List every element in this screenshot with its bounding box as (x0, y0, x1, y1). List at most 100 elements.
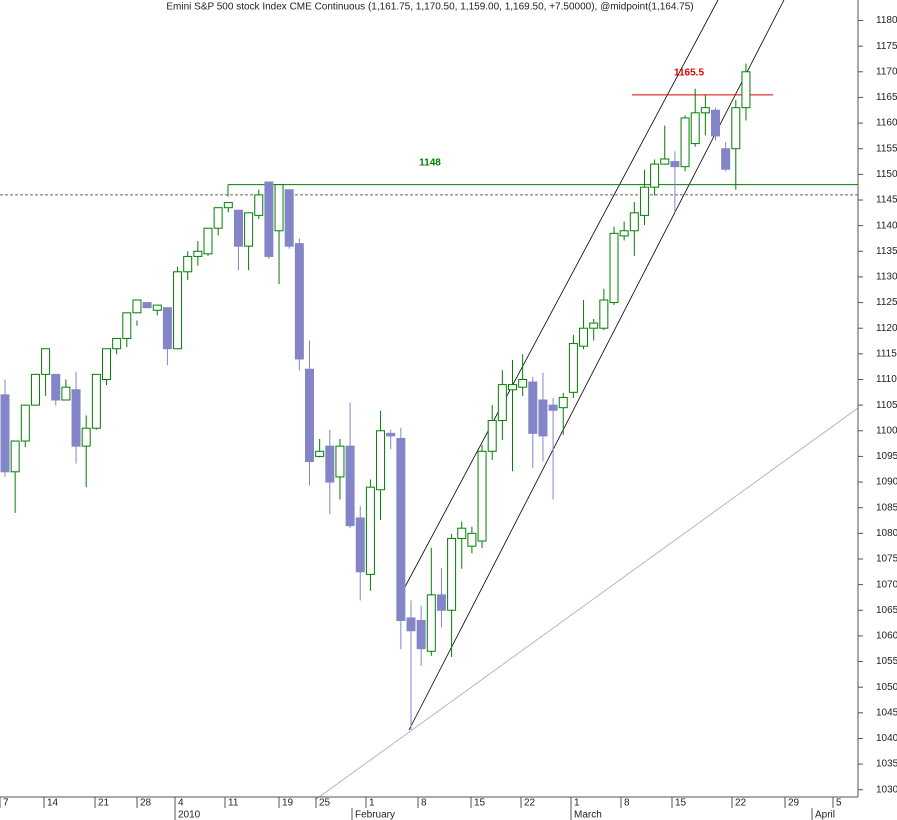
candle-body (0, 394, 10, 473)
candle-body (528, 381, 538, 434)
candle-body (244, 212, 254, 247)
channel-line (397, 0, 719, 601)
y-tick-label: 1110 (876, 374, 897, 385)
y-tick-label: 1065 (876, 605, 897, 616)
candle-body (173, 271, 183, 350)
candle-body (102, 348, 111, 380)
candle-body (447, 537, 457, 611)
candle-body (599, 299, 609, 329)
candle-body (386, 432, 396, 437)
candle-body (467, 532, 477, 547)
y-tick-label: 1160 (876, 118, 897, 129)
x-tick-label: 5 (836, 798, 842, 809)
candle-body (122, 312, 132, 339)
candle-body (741, 71, 751, 109)
x-tick-label: 29 (788, 798, 800, 809)
y-tick-label: 1150 (876, 169, 897, 180)
candle-body (274, 184, 284, 232)
trend-line (314, 407, 859, 801)
y-tick-label: 1175 (876, 41, 897, 52)
candle-body (20, 404, 30, 442)
candle-body (305, 368, 314, 463)
candle-body (518, 378, 528, 388)
level-label: 1165.5 (674, 68, 704, 79)
candle-body (376, 430, 386, 491)
x-tick-label: 8 (624, 798, 630, 809)
candle-body (558, 396, 568, 409)
y-tick-label: 1155 (876, 143, 897, 154)
y-tick-label: 1085 (876, 502, 897, 513)
candle-body (457, 527, 467, 539)
candle-body (223, 202, 233, 209)
candle-body (700, 107, 710, 114)
candle-body (396, 437, 406, 622)
candle-body (132, 299, 142, 314)
y-tick-label: 1035 (876, 759, 897, 770)
candle-body (589, 322, 599, 329)
month-label: April (815, 810, 835, 820)
candle-body (335, 445, 345, 478)
y-tick-label: 1145 (876, 195, 897, 206)
candle-body (30, 373, 40, 406)
candle-body (203, 227, 213, 255)
y-tick-label: 1125 (876, 297, 897, 308)
y-tick-label: 1030 (876, 784, 897, 795)
y-tick-label: 1050 (876, 682, 897, 693)
month-label: 2010 (178, 810, 201, 820)
candle-body (406, 617, 416, 632)
month-label: March (574, 810, 602, 820)
candle-body (416, 620, 426, 650)
y-tick-label: 1130 (876, 272, 897, 283)
candle-body (51, 373, 61, 401)
candle-body (629, 212, 639, 232)
candle-body (538, 399, 548, 437)
y-tick-label: 1070 (876, 579, 897, 590)
candle-body (193, 250, 203, 257)
candle-body (639, 186, 649, 216)
x-tick-label: 25 (319, 798, 331, 809)
candle-body (660, 158, 670, 165)
x-tick-label: 11 (228, 798, 239, 809)
candle-body (568, 343, 578, 393)
candle-body (508, 384, 517, 391)
candle-body (426, 594, 436, 652)
candle-body (81, 427, 91, 447)
candle-body (731, 107, 741, 150)
candle-body (711, 109, 720, 137)
x-tick-label: 7 (3, 798, 9, 809)
candle-body (650, 163, 660, 188)
candle-body (609, 232, 619, 304)
x-tick-label: 19 (282, 798, 294, 809)
y-tick-label: 1135 (876, 246, 897, 257)
y-tick-label: 1040 (876, 733, 897, 744)
candle-body (61, 386, 71, 401)
candle-body (721, 148, 731, 170)
y-tick-label: 1075 (876, 554, 897, 565)
channel-line (408, 0, 785, 731)
candle-body (365, 486, 375, 575)
candle-body (315, 450, 325, 457)
y-tick-label: 1080 (876, 528, 897, 539)
candle-body (152, 304, 162, 311)
y-tick-label: 1165 (876, 92, 897, 103)
y-tick-label: 1115 (876, 348, 897, 359)
candle-body (670, 161, 680, 168)
y-tick-label: 1170 (876, 66, 897, 77)
x-tick-label: 1 (369, 798, 375, 809)
x-tick-label: 14 (47, 798, 59, 809)
y-tick-label: 1045 (876, 707, 897, 718)
candle-body (183, 255, 193, 273)
candle-body (477, 450, 487, 542)
y-tick-label: 1095 (876, 451, 897, 462)
y-tick-label: 1100 (876, 425, 897, 436)
candle-body (112, 337, 122, 350)
x-tick-label: 15 (474, 798, 486, 809)
candle-body (91, 373, 101, 429)
candle-body (264, 181, 274, 257)
x-tick-label: 8 (421, 798, 427, 809)
candle-body (497, 384, 507, 422)
x-tick-label: 4 (178, 798, 184, 809)
chart-title: Emini S&P 500 stock Index CME Continuous… (166, 2, 693, 13)
